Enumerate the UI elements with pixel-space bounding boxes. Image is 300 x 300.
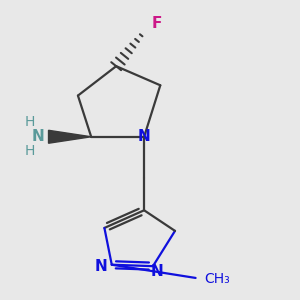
Text: N: N bbox=[95, 259, 108, 274]
Polygon shape bbox=[49, 130, 91, 143]
Text: N: N bbox=[32, 129, 45, 144]
Text: N: N bbox=[151, 264, 164, 279]
Text: H: H bbox=[24, 144, 34, 158]
Text: F: F bbox=[152, 16, 162, 31]
Text: H: H bbox=[24, 116, 34, 129]
Text: N: N bbox=[138, 129, 151, 144]
Text: CH₃: CH₃ bbox=[204, 272, 230, 286]
